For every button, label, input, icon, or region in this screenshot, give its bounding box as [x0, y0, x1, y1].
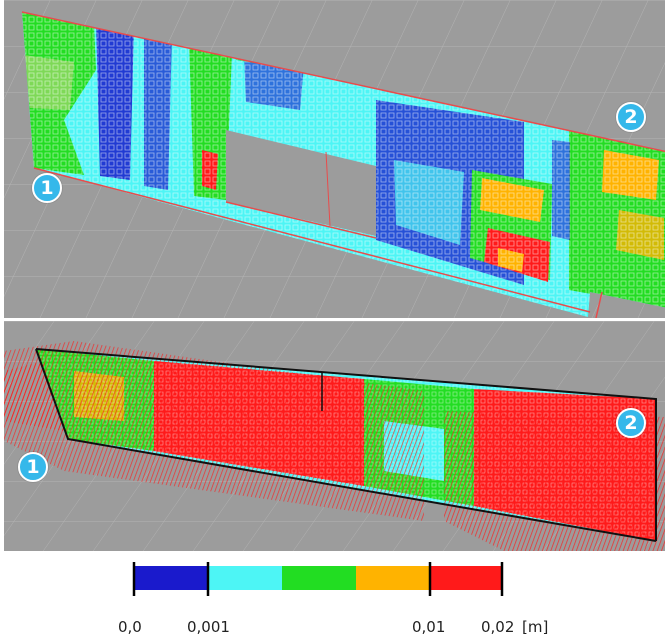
- wall-frame: [35, 348, 657, 542]
- legend-unit: [m]: [522, 618, 549, 636]
- bottom-view-panel[interactable]: 1 2: [4, 321, 665, 551]
- legend-label-0: 0,0: [118, 618, 142, 636]
- legend-segment-blue: [134, 566, 208, 590]
- deviation-vectors: [4, 341, 665, 551]
- legend-label-001: 0,01: [412, 618, 446, 636]
- legend-segment-green: [282, 566, 356, 590]
- legend-segment-cyan: [208, 566, 282, 590]
- legend-segment-red: [430, 566, 502, 590]
- legend-segment-orange: [356, 566, 430, 590]
- legend-label-002: 0,02: [481, 618, 515, 636]
- door-edge-line: [325, 151, 331, 227]
- wall-outline: [21, 11, 665, 313]
- door-sill-line: [225, 201, 377, 239]
- point-marker-1-bottom: 1: [18, 452, 48, 482]
- point-marker-2: 2: [616, 102, 646, 132]
- top-view-canvas: [4, 0, 665, 318]
- legend-label-0001: 0,001: [187, 618, 230, 636]
- point-marker-2-bottom: 2: [616, 408, 646, 438]
- bottom-view-canvas: [4, 321, 665, 551]
- point-marker-1: 1: [32, 173, 62, 203]
- top-view-panel[interactable]: 1 2: [4, 0, 665, 318]
- color-scale-legend: [132, 562, 504, 596]
- wall-corner-line: [595, 291, 603, 318]
- door-opening: [226, 130, 376, 236]
